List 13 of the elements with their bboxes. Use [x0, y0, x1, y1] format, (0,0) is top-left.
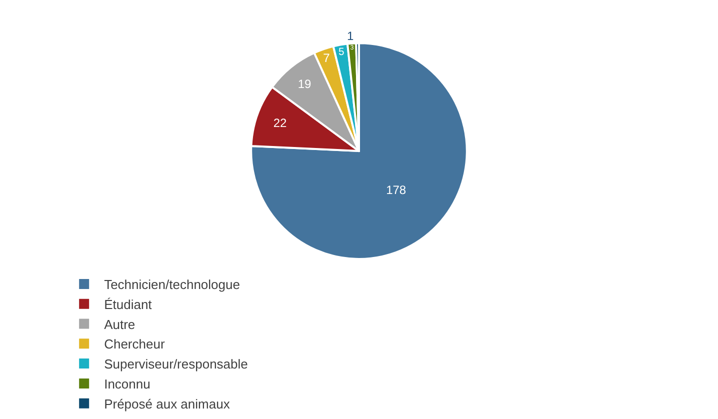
data-label: 22 — [273, 116, 287, 130]
legend-label: Superviseur/responsable — [104, 356, 248, 372]
data-label: 19 — [298, 77, 312, 92]
legend-label: Inconnu — [104, 376, 150, 392]
legend-label: Autre — [104, 316, 136, 332]
legend-label: Préposé aux animaux — [104, 396, 230, 412]
legend-label: Chercheur — [104, 336, 166, 352]
data-label: 1 — [347, 29, 354, 44]
data-label: 5 — [338, 46, 344, 58]
legend-label: Technicien/technologue — [104, 277, 240, 292]
data-label: 178 — [386, 183, 406, 198]
data-label: 7 — [323, 50, 330, 65]
legend-label: Étudiant — [104, 296, 152, 312]
